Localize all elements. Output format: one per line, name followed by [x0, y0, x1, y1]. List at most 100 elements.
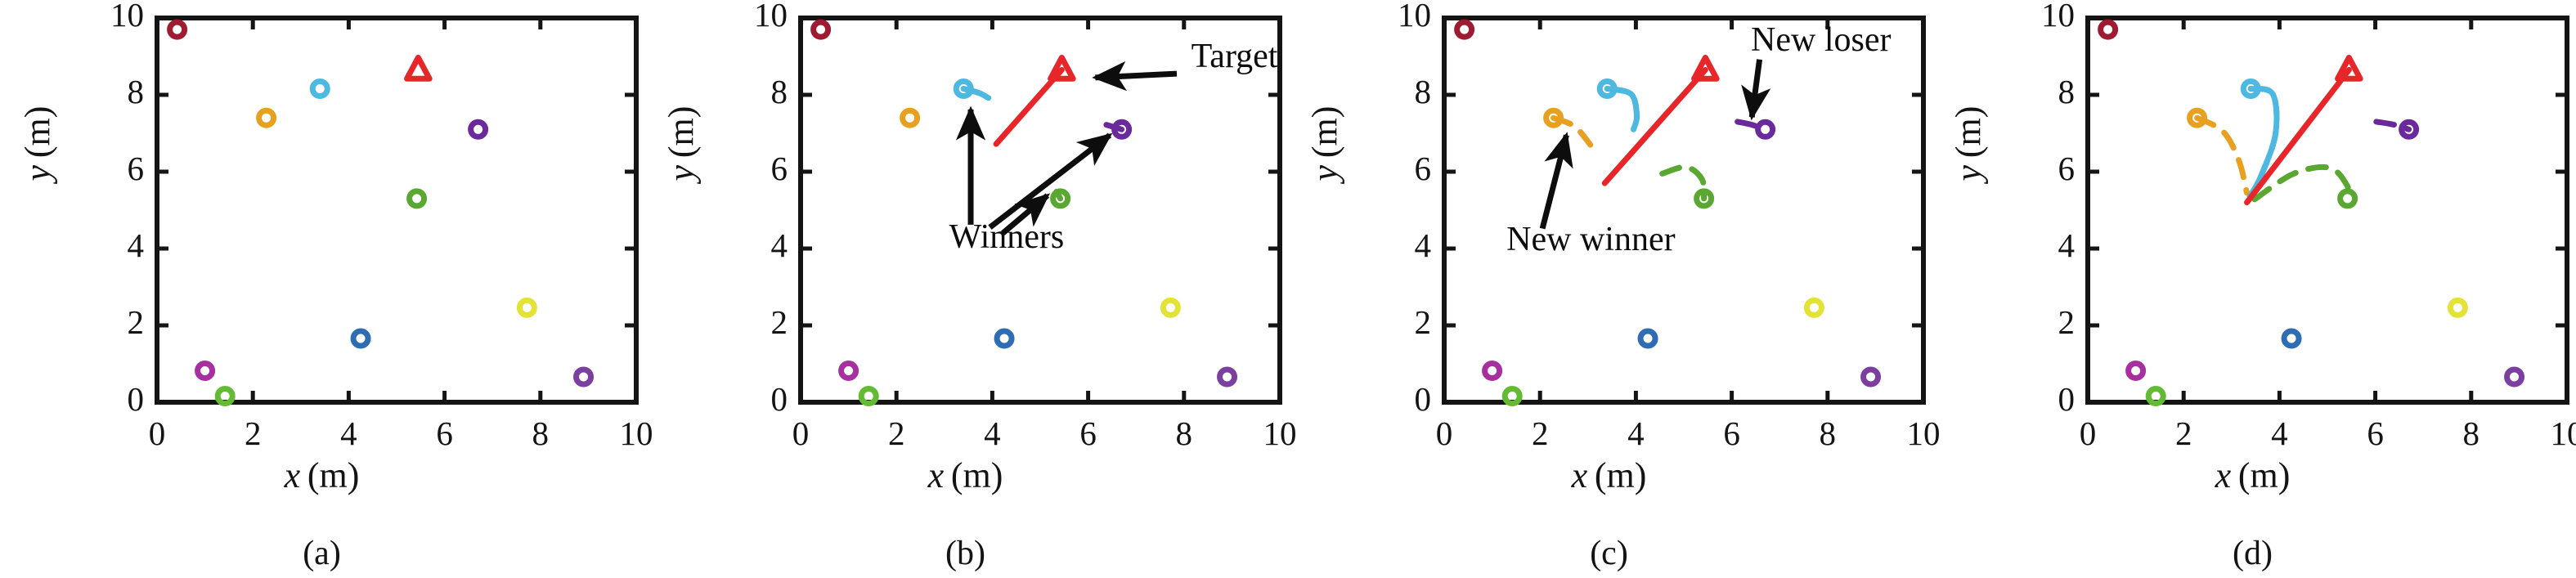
x-axis-title: x (m): [284, 455, 360, 495]
x-axis-title: x (m): [1571, 455, 1647, 495]
x-tick-label: 6: [1723, 414, 1740, 452]
trail-solid-agent-cyan: [960, 85, 992, 101]
marker-target-triangle: [404, 54, 433, 82]
x-tick-label: 8: [1819, 414, 1837, 452]
marker-agent-violet: [1217, 366, 1238, 388]
panel-d: 0 2 4 6 8 10 0 2 4 6 8 10 x (m) y (m) (d): [1931, 0, 2576, 578]
y-tick-label: 2: [1414, 303, 1432, 341]
panel-caption: (b): [945, 535, 985, 572]
annotation-new-loser-arrow: [1741, 59, 1771, 121]
annotation-new-loser-label: New loser: [1751, 21, 1892, 60]
marker-agent-lightgreen: [214, 385, 236, 406]
trail-agent-green: [1659, 164, 1708, 202]
y-tick-label: 8: [127, 73, 145, 110]
marker-agent-orange: [1543, 107, 1564, 128]
x-tick-label: 2: [2174, 414, 2192, 452]
marker-agent-purple: [1755, 119, 1776, 140]
y-axis-title: y (m): [17, 105, 58, 181]
marker-agent-lightgreen: [1501, 385, 1523, 406]
panel-caption: (d): [2233, 535, 2273, 572]
marker-agent-cyan: [2240, 78, 2261, 99]
y-tick-label: 0: [2058, 380, 2076, 418]
marker-agent-magenta: [2125, 360, 2147, 381]
y-tick-label: 2: [127, 303, 145, 341]
x-tick-label: 10: [2550, 414, 2576, 452]
marker-agent-darkred: [167, 19, 188, 40]
x-tick-label: 10: [619, 414, 653, 452]
annotation-new-winner-label: New winner: [1506, 220, 1676, 258]
marker-agent-blue: [350, 328, 371, 349]
marker-agent-orange: [900, 107, 921, 128]
annotation-target-arrow: [1092, 60, 1178, 92]
marker-agent-violet: [2504, 366, 2525, 388]
trail-solid-agent-cyan: [2246, 85, 2280, 200]
trail-agent-purple: [1735, 119, 1769, 132]
marker-agent-yellow: [2447, 297, 2468, 318]
marker-agent-purple: [2399, 119, 2420, 140]
trail-target: [2244, 66, 2352, 206]
x-tick-label: 4: [2271, 414, 2288, 452]
y-tick-label: 0: [1414, 380, 1432, 418]
panel-c: 0 2 4 6 8 10 0 2 4 6 8 10 x (m) y (m) (c) New loser New …: [1287, 0, 1941, 578]
y-tick-label: 10: [754, 0, 788, 34]
x-tick-label: 4: [340, 414, 357, 452]
y-axis-title: y (m): [1948, 105, 1989, 181]
marker-agent-purple: [1111, 119, 1133, 140]
trail-agent-purple: [2373, 119, 2412, 132]
marker-agent-violet: [1860, 366, 1882, 388]
y-tick-label: 0: [770, 380, 788, 418]
trail-agent-orange: [2194, 114, 2251, 196]
trail-solid-agent-cyan: [1604, 85, 1640, 132]
marker-agent-green: [1050, 188, 1071, 209]
trail-agent-green: [2251, 164, 2352, 203]
marker-target-triangle: [2335, 54, 2363, 82]
marker-agent-yellow: [1803, 297, 1824, 318]
trail-target: [993, 66, 1065, 147]
y-tick-label: 10: [1398, 0, 1431, 34]
marker-agent-yellow: [1160, 297, 1181, 318]
y-tick-label: 4: [1414, 226, 1432, 264]
marker-agent-blue: [2281, 328, 2302, 349]
y-tick-label: 2: [770, 303, 788, 341]
plot-canvas-d: [2085, 16, 2569, 406]
x-tick-label: 0: [792, 414, 810, 452]
y-tick-label: 4: [127, 226, 145, 264]
annotation-target-label: Target: [1191, 38, 1278, 76]
y-tick-label: 10: [2041, 0, 2075, 34]
y-tick-label: 10: [110, 0, 144, 34]
marker-agent-purple: [468, 119, 489, 140]
marker-agent-blue: [994, 328, 1015, 349]
marker-agent-darkred: [1454, 19, 1475, 40]
plot-frame: [1442, 16, 1926, 405]
marker-agent-violet: [573, 366, 595, 388]
marker-agent-blue: [1637, 328, 1658, 349]
marker-agent-orange: [2187, 107, 2208, 128]
trail-target: [1601, 66, 1708, 186]
x-tick-label: 8: [532, 414, 550, 452]
marker-agent-darkred: [2098, 19, 2119, 40]
plot-frame: [155, 16, 639, 405]
x-tick-label: 4: [984, 414, 1001, 452]
y-tick-label: 4: [2058, 226, 2076, 264]
y-tick-label: 4: [770, 226, 788, 264]
y-axis-title: y (m): [1304, 105, 1345, 181]
x-axis-title: x (m): [2215, 455, 2291, 495]
y-tick-label: 6: [2058, 150, 2076, 187]
y-tick-label: 8: [2058, 73, 2076, 110]
marker-agent-green: [406, 188, 428, 209]
marker-agent-cyan: [1596, 78, 1618, 99]
x-tick-label: 6: [2367, 414, 2384, 452]
y-tick-label: 0: [127, 380, 145, 418]
annotation-winners-label: Winners: [949, 218, 1065, 257]
plot-frame: [798, 16, 1282, 405]
panel-a: 0 2 4 6 8 10 0 2 4 6 8 10 x (m) y (m) (a): [0, 0, 653, 578]
x-tick-label: 0: [1435, 414, 1453, 452]
x-tick-label: 8: [2462, 414, 2480, 452]
x-tick-label: 4: [1627, 414, 1645, 452]
x-tick-label: 0: [2079, 414, 2097, 452]
plot-canvas-a: [155, 16, 639, 406]
plot-canvas-c: [1442, 16, 1926, 406]
panel-b: 0 2 4 6 8 10 0 2 4 6 8 10 x (m) y (m) (b) Target Winners: [644, 0, 1297, 578]
x-tick-label: 2: [244, 414, 262, 452]
